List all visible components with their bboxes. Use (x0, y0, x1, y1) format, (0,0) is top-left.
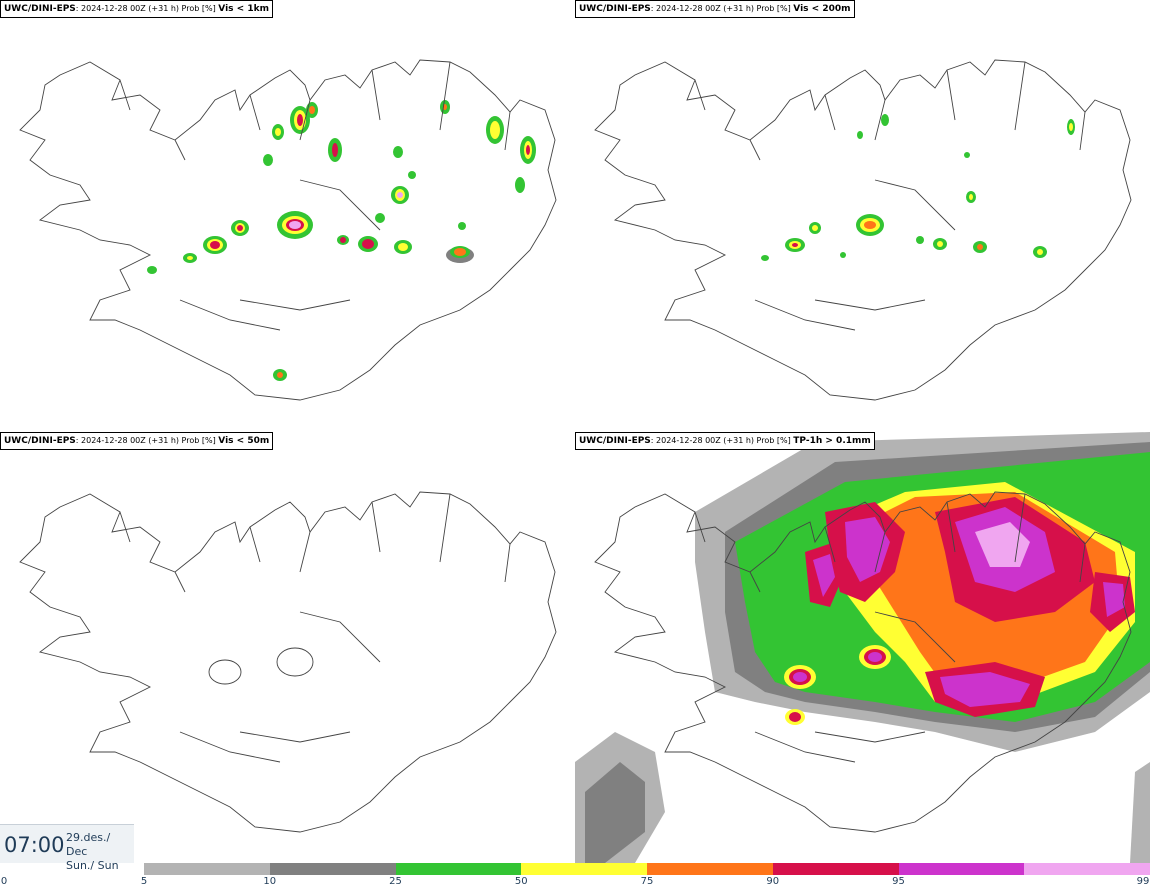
colorbar-segment (395, 863, 522, 875)
panel-title: UWC/DINI-EPS: 2024-12-28 00Z (+31 h) Pro… (0, 0, 273, 18)
panel-title: UWC/DINI-EPS: 2024-12-28 00Z (+31 h) Pro… (575, 432, 875, 450)
probability-blobs (761, 114, 1075, 261)
valid-time-box: 07:00 29.des./ Dec Sun./ Sun (0, 824, 134, 872)
iceland-map (19, 59, 557, 401)
iceland-map (575, 432, 1150, 863)
valid-time-date: 29.des./ Dec Sun./ Sun (66, 831, 134, 873)
colorbar-tick-label: 99 (1136, 876, 1150, 887)
colorbar-tick-label: 10 (263, 876, 277, 887)
coastline (594, 491, 1132, 833)
map-panel-vis-200m: UWC/DINI-EPS: 2024-12-28 00Z (+31 h) Pro… (575, 0, 1150, 431)
probability-field (575, 432, 1150, 863)
colorbar-segment (1024, 863, 1150, 875)
colorbar-tick-label: 90 (766, 876, 780, 887)
colorbar-segment (647, 863, 773, 875)
coastline (19, 491, 557, 833)
colorbar-tick-label: 0 (0, 876, 8, 887)
iceland-map (19, 491, 557, 833)
map-panel-precip: UWC/DINI-EPS: 2024-12-28 00Z (+31 h) Pro… (575, 432, 1150, 863)
colorbar-ticks: 0 5 10 25 50 75 90 95 99 (0, 876, 1150, 890)
colorbar-tick-label: 5 (140, 876, 148, 887)
panel-title: UWC/DINI-EPS: 2024-12-28 00Z (+31 h) Pro… (0, 432, 274, 450)
valid-time-clock: 07:00 (4, 833, 65, 857)
colorbar-tick-label: 75 (640, 876, 654, 887)
colorbar-segment (269, 863, 396, 875)
valid-date-line: 29.des./ Dec (66, 831, 111, 858)
colorbar-tick-label: 95 (892, 876, 905, 887)
map-panel-vis-50m: UWC/DINI-EPS: 2024-12-28 00Z (+31 h) Pro… (0, 432, 575, 863)
colorbar-segment (144, 863, 270, 875)
colorbar-tick-label: 25 (389, 876, 402, 887)
colorbar-tick-label: 50 (514, 876, 528, 887)
probability-blobs (147, 100, 536, 381)
map-panel-vis-1km: UWC/DINI-EPS: 2024-12-28 00Z (+31 h) Pro… (0, 0, 575, 431)
probability-colorbar (144, 863, 1150, 875)
valid-day-line: Sun./ Sun (66, 859, 119, 872)
panel-title: UWC/DINI-EPS: 2024-12-28 00Z (+31 h) Pro… (575, 0, 855, 18)
colorbar-segment (898, 863, 1025, 875)
colorbar-segment (772, 863, 899, 875)
coastline (19, 59, 557, 401)
coastline (594, 59, 1132, 401)
colorbar-segment (521, 863, 647, 875)
iceland-map (594, 59, 1132, 401)
